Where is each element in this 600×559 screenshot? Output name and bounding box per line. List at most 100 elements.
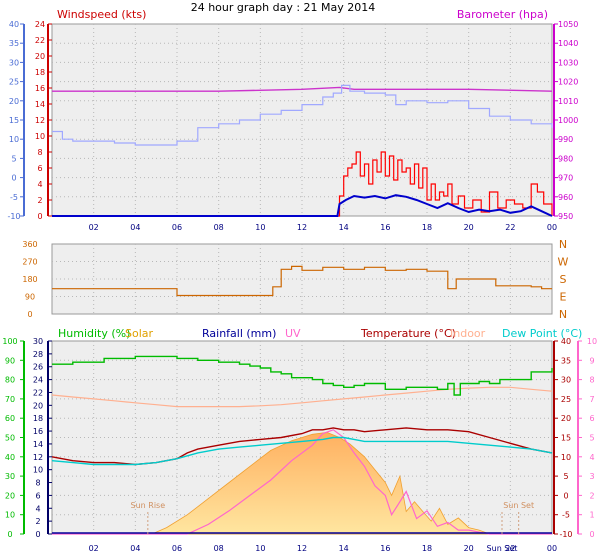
windspeed-axis-tick-label: 8 [37,148,42,157]
barometer-axis-tick-label: 950 [558,212,573,221]
temperature-axis-tick-label: 15 [561,434,571,443]
x-tick-label: 12 [297,223,307,232]
temperature-axis-tick-label: 35 [9,39,19,48]
solar-rain-axis-tick-label: 4 [35,504,40,513]
barometer-axis-tick-label: 1040 [558,39,578,48]
x-tick-label: 14 [339,223,349,232]
uv-axis-tick-label: 6 [589,414,594,423]
temperature-axis-tick-label: 35 [561,356,571,365]
solar-rain-axis-tick-label: 30 [33,337,43,346]
indoor-label: Indoor [450,327,486,340]
x-tick-label: 06 [172,544,182,553]
temperature-axis-tick-label: 10 [561,453,571,462]
humidity-axis-tick-label: 30 [5,472,15,481]
temperature-axis-tick-label: 20 [561,414,571,423]
indoor-line [51,386,553,408]
solar-rain-axis-tick-label: 6 [35,491,40,500]
temperature-axis-tick-label: 15 [9,116,19,125]
windspeed-axis-tick-label: 10 [35,132,45,141]
x-tick-label: 04 [130,544,140,553]
x-tick-label: 02 [89,223,99,232]
x-tick-label: 00 [547,544,557,553]
barometer-axis-tick-label: 980 [558,154,573,163]
uv-axis-tick-label: 5 [589,434,594,443]
humidity-axis-tick-label: 10 [5,511,15,520]
windspeed-axis-label: Windspeed (kts) [57,8,146,21]
uv-axis-tick-label: 1 [589,511,594,520]
compass-tick-label: W [558,256,569,269]
uv-axis-tick-label: 7 [589,395,594,404]
temperature-line [52,84,553,146]
temperature-axis-tick-label: 40 [9,20,19,29]
temperature-axis-tick-label: 10 [9,135,19,144]
windspeed-axis-tick-label: 22 [35,36,45,45]
windspeed-axis-tick-label: 0 [37,212,42,221]
solar-rain-axis-tick-label: 28 [33,350,43,359]
uv-axis-tick-label: 2 [589,491,594,500]
direction-axis-tick-label: 270 [22,258,37,267]
x-tick-label: 14 [339,544,349,553]
direction-axis-tick-label: 0 [27,310,32,319]
x-tick-label: 18 [422,223,432,232]
solar-rain-axis-tick-label: 14 [33,440,43,449]
solar-label: Solar [125,327,154,340]
barometer-axis-tick-label: 960 [558,193,573,202]
sunrise-annotation: Sun Rise [131,501,166,510]
panel-climate: 1009080706050403020100302826242220181614… [2,327,597,553]
barometer-line [52,86,553,92]
compass-tick-label: N [559,308,567,321]
compass-tick-label: E [560,291,567,304]
barometer-axis-tick-label: 1050 [558,20,578,29]
temperature-axis-tick-label: 5 [563,472,568,481]
solar-rain-axis-tick-label: 20 [33,401,43,410]
x-tick-label: 08 [214,223,224,232]
temperature-axis-tick-label: 40 [561,337,571,346]
temperature-axis-tick-label: -10 [559,530,572,539]
x-tick-label: 06 [172,223,182,232]
temperature-axis-tick-label: 25 [9,78,19,87]
x-tick-label: 16 [380,223,390,232]
temperature-axis-tick-label: 5 [11,154,16,163]
direction-axis-tick-label: 180 [22,275,37,284]
barometer-axis-tick-label: 1020 [558,78,578,87]
humidity-axis-tick-label: 80 [5,376,15,385]
humidity-axis-tick-label: 20 [5,491,15,500]
temperature-axis-tick-label: -10 [7,212,20,221]
solar-rain-axis-tick-label: 16 [33,427,43,436]
dewpoint-line [51,436,553,466]
x-tick-label: 22 [505,544,515,553]
temperature-axis-tick-label: 0 [563,491,568,500]
solar-rain-axis-tick-label: 2 [35,517,40,526]
humidity-axis-tick-label: 0 [7,530,12,539]
uv-axis-tick-label: 8 [589,376,594,385]
barometer-axis-tick-label: 1030 [558,58,578,67]
uv-axis-tick-label: 3 [589,472,594,481]
windspeed-axis-tick-label: 14 [35,100,45,109]
rainfall-label: Rainfall (mm) [202,327,276,340]
gust-line [52,151,553,217]
humidity-line [52,355,553,396]
barometer-axis-tick-label: 1000 [558,116,578,125]
chart-title: 24 hour graph day : 21 May 2014 [191,1,376,14]
uv-label: UV [285,327,301,340]
uv-axis-tick-label: 10 [587,337,597,346]
x-tick-label: 22 [505,223,515,232]
solar-rain-axis-tick-label: 0 [35,530,40,539]
windspeed-axis-tick-label: 20 [35,52,45,61]
solar-rain-axis-tick-label: 8 [35,479,40,488]
wind-avg-line [52,194,553,217]
solar-rain-axis-tick-label: 24 [33,376,43,385]
uv-line [52,429,552,535]
x-tick-label: 16 [380,544,390,553]
compass-tick-label: S [560,273,567,286]
humidity-axis-tick-label: 100 [2,337,17,346]
panel-wind-baro: 4035302520151050-5-102422201816141210864… [7,8,578,232]
solar-rain-axis-tick-label: 18 [33,414,43,423]
sunset-annotation: Sun Set [503,501,534,510]
windspeed-axis-tick-label: 18 [35,68,45,77]
temperature-axis-tick-label: 20 [9,97,19,106]
temperature-label: Temperature (°C) [360,327,456,340]
